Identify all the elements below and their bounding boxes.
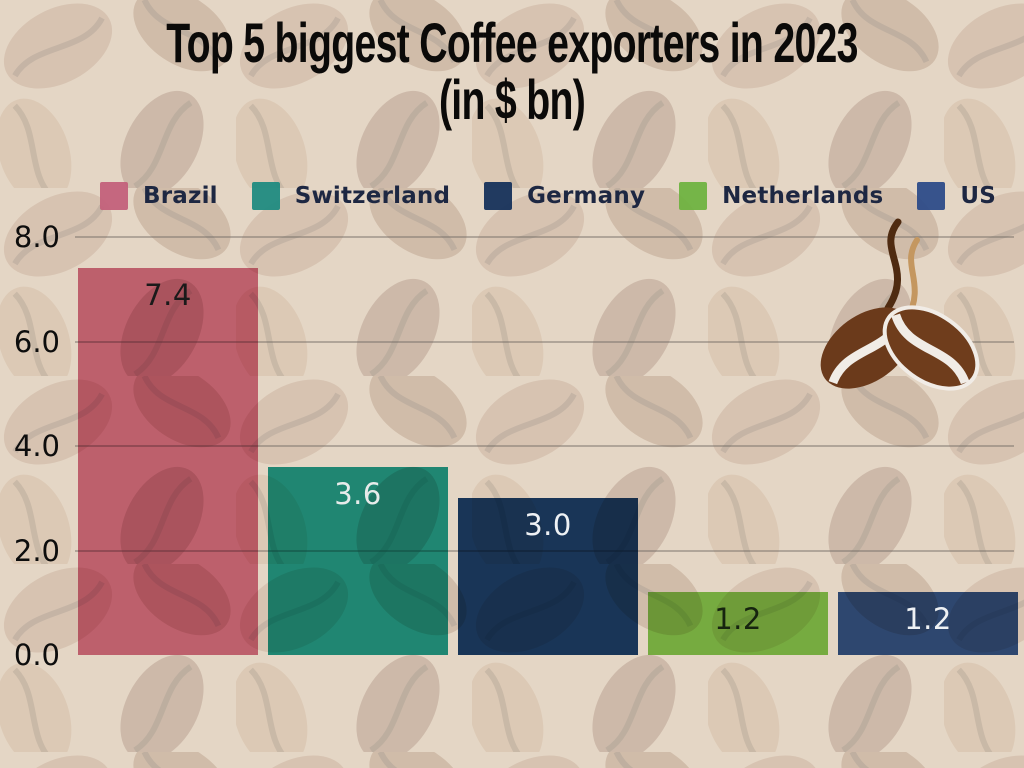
legend-item-netherlands: Netherlands — [679, 182, 883, 210]
gridline-8.0 — [75, 236, 1014, 238]
y-tick-8.0: 8.0 — [13, 220, 60, 254]
gridline-4.0 — [75, 445, 1014, 447]
bar-value-us: 1.2 — [904, 602, 952, 636]
bar-us — [838, 592, 1018, 655]
y-tick-2.0: 2.0 — [13, 533, 60, 568]
gridline-6.0 — [75, 340, 1014, 343]
legend-swatch-switzerland — [251, 182, 280, 210]
bar-switzerland — [268, 467, 448, 655]
legend-label: Netherlands — [722, 183, 884, 209]
legend-swatch-brazil — [100, 182, 128, 210]
bar-value-netherlands: 1.2 — [714, 602, 762, 636]
bar-value-germany: 3.0 — [524, 508, 572, 542]
legend-swatch-us — [917, 182, 946, 210]
coffee-beans-steam-icon — [820, 218, 980, 391]
legend-swatch-netherlands — [679, 182, 708, 210]
legend-label: US — [960, 183, 996, 209]
chart-title: Top 5 biggest Coffee exporters in 2023 (… — [0, 14, 1024, 128]
legend-swatch-germany — [484, 182, 513, 210]
legend-label: Switzerland — [294, 183, 451, 209]
y-tick-0.0: 0.0 — [13, 638, 60, 672]
chart-title-line1: Top 5 biggest Coffee exporters in 2023 — [166, 11, 858, 74]
y-tick-6.0: 6.0 — [13, 324, 60, 359]
legend-label: Germany — [527, 183, 646, 209]
bar-brazil — [78, 268, 258, 655]
chart-title-line2: (in $ bn) — [438, 68, 586, 132]
bar-value-brazil: 7.4 — [144, 278, 192, 312]
legend-item-germany: Germany — [484, 182, 645, 210]
legend-item-us: US — [917, 182, 996, 210]
coffee-bean-right — [882, 305, 980, 391]
bar-value-switzerland: 3.6 — [334, 477, 382, 511]
steam-dark-swirl — [884, 218, 902, 312]
legend-label: Brazil — [143, 183, 218, 209]
bar-germany — [458, 498, 638, 655]
y-tick-4.0: 4.0 — [13, 429, 60, 463]
legend: Brazil Switzerland Germany Netherlands US — [100, 180, 996, 212]
legend-item-brazil: Brazil — [100, 182, 218, 210]
bar-netherlands — [648, 592, 828, 655]
legend-item-switzerland: Switzerland — [251, 182, 451, 210]
